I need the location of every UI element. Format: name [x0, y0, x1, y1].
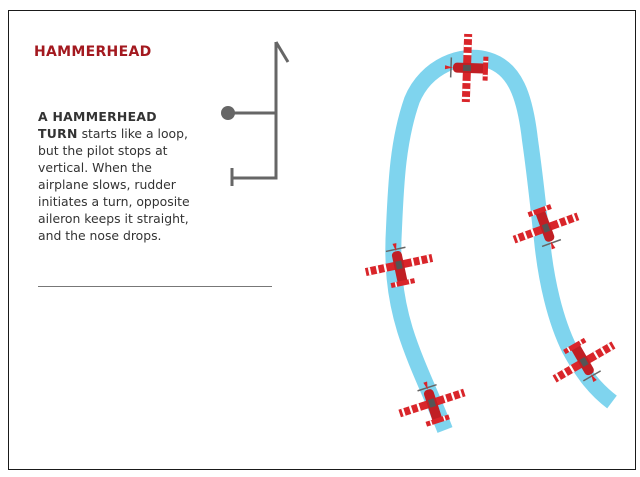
- figure-title: HAMMERHEAD: [34, 44, 152, 60]
- airplane-icon: [442, 32, 491, 104]
- figure-frame: [8, 10, 636, 470]
- description-text: starts like a loop, but the pilot stops …: [38, 126, 190, 243]
- description: A HAMMERHEAD TURN starts like a loop, bu…: [38, 108, 198, 244]
- divider-rule: [38, 286, 272, 287]
- flight-path: [385, 49, 617, 433]
- description-lead: A HAMMERHEAD TURN: [38, 109, 157, 141]
- hammerhead-notation-icon: [221, 41, 290, 186]
